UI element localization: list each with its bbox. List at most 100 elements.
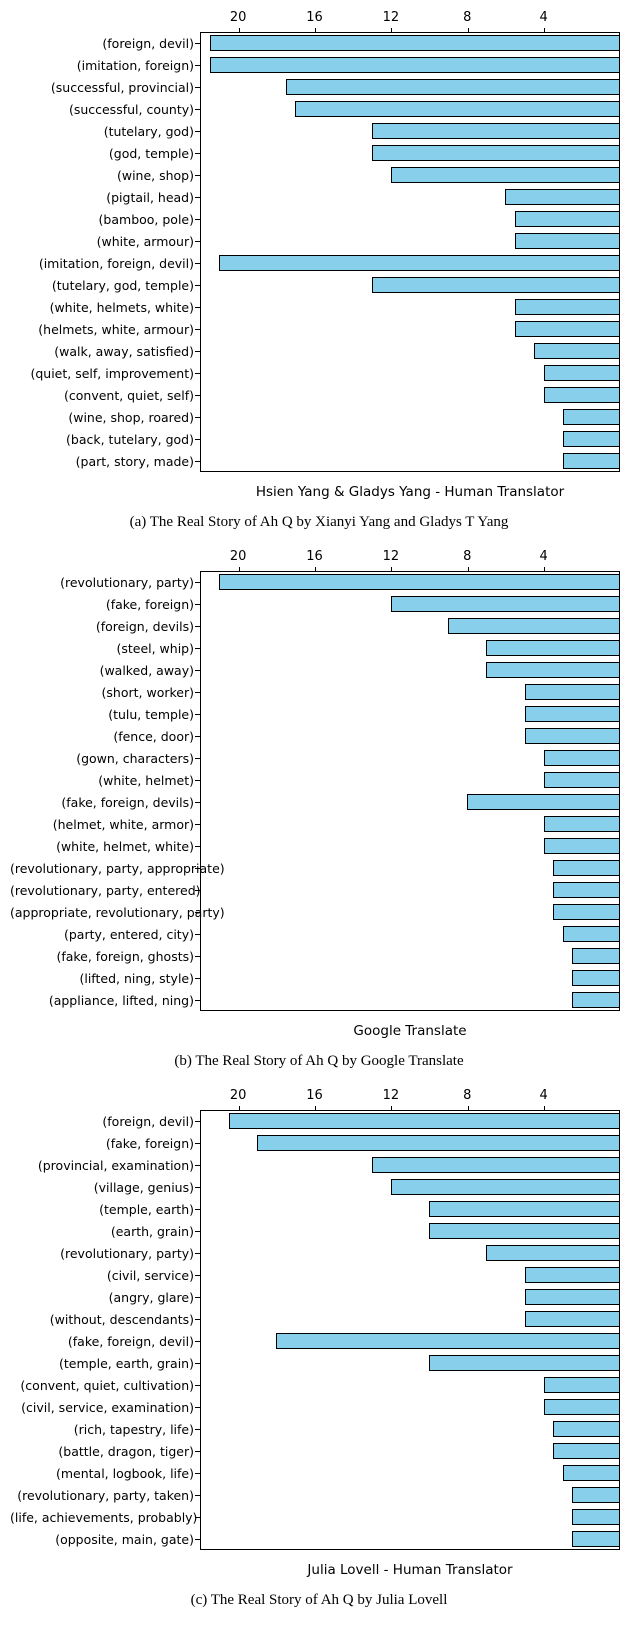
y-tick-label: (successful, provincial) — [10, 80, 200, 95]
bar-cell — [200, 120, 620, 142]
bar-cell — [200, 989, 620, 1011]
bar-cell — [200, 945, 620, 967]
y-tick-label: (part, story, made) — [10, 454, 200, 469]
chart-panel-2: 20161284(foreign, devil)(fake, foreign)(… — [10, 1088, 628, 1609]
bar — [525, 706, 620, 722]
y-tick-label: (temple, earth, grain) — [10, 1356, 200, 1371]
y-tick-label: (appropriate, revolutionary, party) — [10, 905, 200, 920]
bar-cell — [200, 142, 620, 164]
y-tick-label: (quiet, self, improvement) — [10, 366, 200, 381]
bar — [534, 343, 620, 359]
bar-cell — [200, 1418, 620, 1440]
bar-cell — [200, 1506, 620, 1528]
bar-cell — [200, 1484, 620, 1506]
bar — [544, 365, 620, 381]
y-tick-label: (mental, logbook, life) — [10, 1466, 200, 1481]
bar — [544, 750, 620, 766]
y-tick-label: (provincial, examination) — [10, 1158, 200, 1173]
bar-cell — [200, 1220, 620, 1242]
y-tick-label: (fake, foreign, devil) — [10, 1334, 200, 1349]
y-tick-label: (fake, foreign, ghosts) — [10, 949, 200, 964]
y-tick-label: (wine, shop, roared) — [10, 410, 200, 425]
y-tick-label: (god, temple) — [10, 146, 200, 161]
y-tick-label: (helmet, white, armor) — [10, 817, 200, 832]
bar-cell — [200, 362, 620, 384]
bar — [553, 1443, 620, 1459]
bar-cell — [200, 164, 620, 186]
bar — [525, 684, 620, 700]
bar — [515, 233, 620, 249]
figure-caption: (c) The Real Story of Ah Q by Julia Love… — [10, 1592, 628, 1609]
x-tick-label: 8 — [463, 10, 471, 25]
bar-cell — [200, 747, 620, 769]
bar-cell — [200, 1528, 620, 1550]
bar-cell — [200, 1308, 620, 1330]
y-tick-label: (foreign, devil) — [10, 1114, 200, 1129]
bar-cell — [200, 571, 620, 593]
y-tick-label: (without, descendants) — [10, 1312, 200, 1327]
bar-cell — [200, 725, 620, 747]
chart-panel-1: 20161284(revolutionary, party) (fake, for… — [10, 549, 628, 1070]
bar-cell — [200, 252, 620, 274]
bar — [286, 79, 620, 95]
y-tick-label: (steel, whip) — [10, 641, 200, 656]
y-tick-label: (convent, quiet, self) — [10, 388, 200, 403]
bar — [429, 1355, 620, 1371]
y-tick-label: (convent, quiet, cultivation) — [10, 1378, 200, 1393]
y-tick-label: (party, entered, city) — [10, 927, 200, 942]
x-axis: 20161284 — [200, 549, 620, 571]
bar — [391, 1179, 620, 1195]
bar-cell — [200, 637, 620, 659]
bar-cell — [200, 98, 620, 120]
bar — [448, 618, 620, 634]
y-tick-label: (fake, foreign, devils) — [10, 795, 200, 810]
bar-cell — [200, 835, 620, 857]
y-tick-label: (revolutionary, party) — [10, 575, 200, 590]
x-axis-label: Google Translate — [200, 1023, 620, 1039]
x-axis: 20161284 — [200, 1088, 620, 1110]
y-tick-label: (imitation, foreign, devil) — [10, 256, 200, 271]
y-tick-label: (rich, tapestry, life) — [10, 1422, 200, 1437]
bar-cell — [200, 450, 620, 472]
x-axis-label: Hsien Yang & Gladys Yang - Human Transla… — [200, 484, 620, 500]
y-tick-label: (pigtail, head) — [10, 190, 200, 205]
bar-cell — [200, 1154, 620, 1176]
bar — [572, 1487, 620, 1503]
y-tick-label: (wine, shop) — [10, 168, 200, 183]
bar-cell — [200, 54, 620, 76]
y-tick-label: (white, helmet, white) — [10, 839, 200, 854]
y-tick-label: (fence, door) — [10, 729, 200, 744]
y-tick-label: (white, helmet) — [10, 773, 200, 788]
y-tick-label: (temple, earth) — [10, 1202, 200, 1217]
bar-cell — [200, 1110, 620, 1132]
bar — [544, 1399, 620, 1415]
x-tick-label: 20 — [230, 1088, 247, 1103]
y-tick-label: (white, armour) — [10, 234, 200, 249]
bar — [563, 453, 620, 469]
bar-cell — [200, 186, 620, 208]
bar-cell — [200, 703, 620, 725]
bar-cell — [200, 318, 620, 340]
y-tick-label: (successful, county) — [10, 102, 200, 117]
bar-cell — [200, 769, 620, 791]
bar — [372, 123, 620, 139]
bar-cell — [200, 1330, 620, 1352]
bar — [563, 409, 620, 425]
x-tick-label: 8 — [463, 549, 471, 564]
bar — [544, 838, 620, 854]
y-tick-label: (white, helmets, white) — [10, 300, 200, 315]
y-tick-label: (tulu, temple) — [10, 707, 200, 722]
y-tick-label: (tutelary, god, temple) — [10, 278, 200, 293]
bar-cell — [200, 879, 620, 901]
bar — [572, 1509, 620, 1525]
x-tick-label: 4 — [539, 1088, 547, 1103]
bar — [515, 299, 620, 315]
bar — [515, 211, 620, 227]
bar — [553, 904, 620, 920]
bar — [486, 640, 620, 656]
bar — [525, 1267, 620, 1283]
bar — [429, 1223, 620, 1239]
y-tick-label: (earth, grain) — [10, 1224, 200, 1239]
y-tick-label: (walked, away) — [10, 663, 200, 678]
bar — [544, 772, 620, 788]
